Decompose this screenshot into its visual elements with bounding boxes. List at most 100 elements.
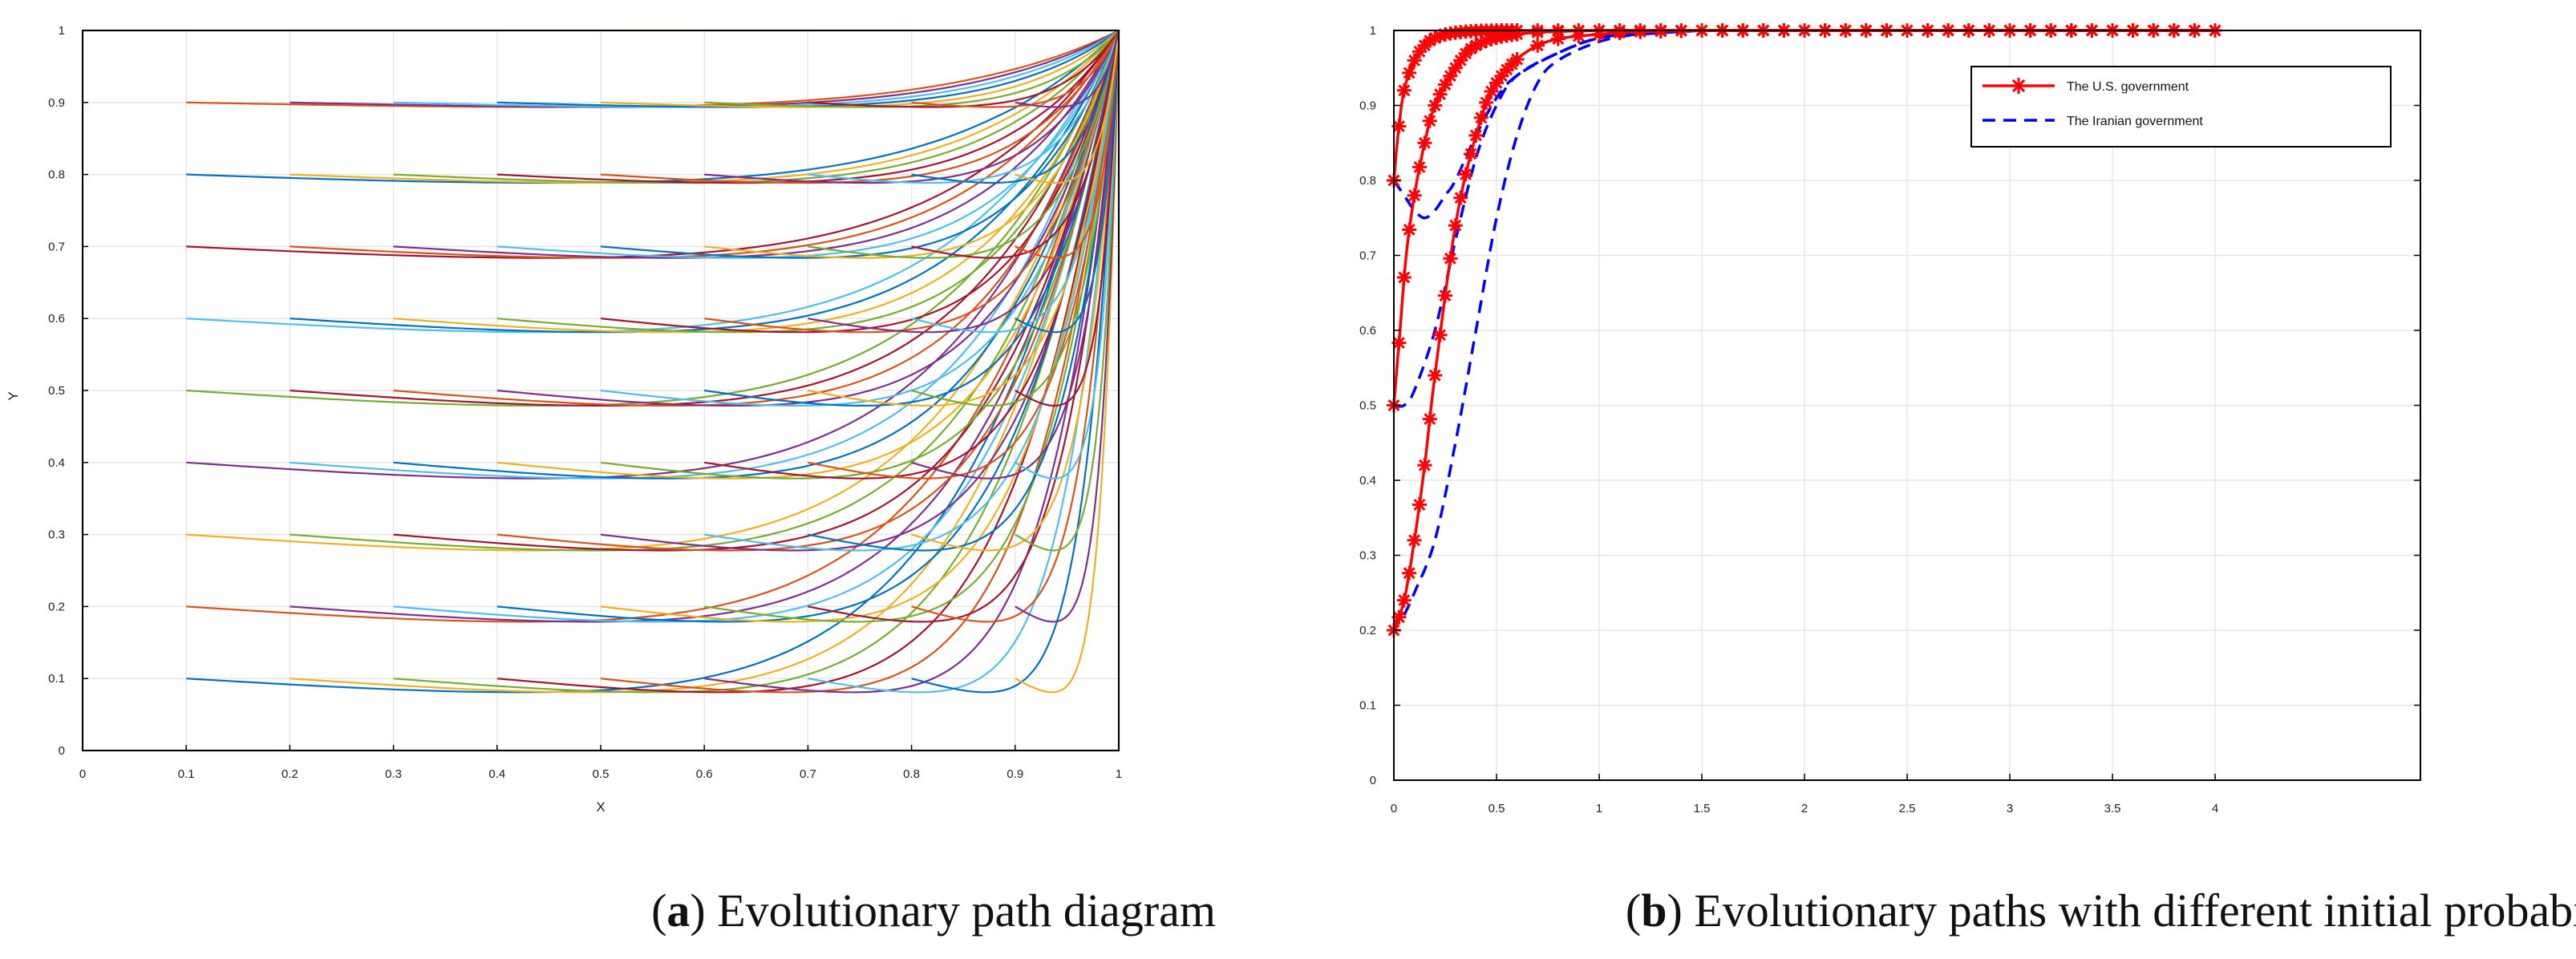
panel-a-trajectory	[911, 30, 1120, 334]
caption-a: (a) Evolutionary path diagram	[651, 884, 1216, 937]
us-government-star-marker	[1458, 167, 1473, 182]
us-government-star-marker	[1391, 335, 1407, 350]
panel-b-x-tick-label: 2.5	[1899, 802, 1916, 815]
panel-b-y-tick-label: 0.9	[1359, 99, 1376, 113]
panel-b-x-tick-label: 3.5	[2104, 802, 2121, 815]
panel-a-trajectory	[496, 30, 1120, 694]
panel-b-y-tick-label: 0.5	[1359, 399, 1376, 413]
us-government-star-marker	[1422, 33, 1437, 48]
panel-a-trajectory	[496, 30, 1120, 552]
legend-box	[1970, 66, 2392, 148]
panel-a-y-tick-label: 0.4	[48, 456, 65, 470]
caption-a-text: Evolutionary path diagram	[706, 884, 1216, 937]
us-government-star-marker	[1438, 77, 1452, 92]
us-government-star-marker	[1468, 127, 1484, 143]
us-government-star-marker	[1432, 87, 1448, 102]
panel-a-trajectory	[290, 30, 1120, 407]
us-government-star-marker	[1489, 75, 1504, 91]
panel-a-trajectory	[1015, 30, 1120, 623]
us-government-star-marker	[1448, 60, 1463, 75]
us-government-star-marker	[1494, 68, 1509, 83]
panel-a-trajectory	[290, 30, 1120, 623]
panel-b-x-tick-label: 3	[2007, 802, 2013, 815]
panel-a-trajectory	[704, 30, 1120, 407]
us-government-star-marker	[1428, 98, 1443, 113]
panel-a-trajectory	[808, 30, 1120, 407]
panel-b-x-tick-label: 0.5	[1488, 802, 1505, 815]
panel-a-y-tick-label: 0.5	[48, 384, 65, 398]
us-government-star-marker	[1402, 565, 1417, 581]
panel-a-trajectory	[1015, 30, 1120, 694]
panel-b-initial-probabilities-chart: 0 0.5 1 1.5 2 2.5 3 3.5 4 0 0.1 0.2 0.3 0.4 0.5 0.6 0.7 0…	[1359, 23, 2421, 815]
panel-a-trajectory	[911, 30, 1120, 694]
panel-a-trajectory	[1015, 30, 1120, 480]
us-government-star-marker	[1432, 28, 1448, 43]
panel-a-trajectory	[600, 30, 1120, 334]
legend-iran-label: The Iranian government	[2067, 115, 2203, 128]
panel-a-trajectory	[1015, 30, 1120, 407]
us-government-star-marker	[1473, 110, 1488, 125]
us-government-star-marker	[1402, 65, 1417, 80]
panel-b-y-tick-label: 1	[1370, 24, 1376, 38]
caption-a-letter: a	[666, 884, 690, 937]
us-government-star-marker	[1428, 368, 1443, 383]
panel-a-trajectory	[911, 30, 1120, 552]
panel-a-trajectory	[600, 30, 1120, 259]
panel-a-trajectory	[496, 30, 1120, 480]
us-government-star-marker	[1428, 30, 1443, 46]
panel-a-y-tick-label: 0.6	[48, 312, 65, 326]
us-government-star-marker	[1448, 218, 1463, 233]
panel-a-trajectory	[186, 30, 1120, 694]
panel-a-trajectory	[704, 30, 1120, 184]
panel-a-trajectory	[600, 30, 1120, 552]
us-government-star-marker	[1391, 609, 1407, 625]
panel-b-y-tick-label: 0	[1370, 774, 1376, 787]
legend-us-star-marker	[2011, 78, 2027, 94]
legend-star-glyph	[2011, 78, 2027, 94]
us-government-star-marker	[1484, 84, 1499, 99]
panel-b-y-tick-label: 0.6	[1359, 324, 1376, 338]
panel-a-x-tick-label: 0.9	[1007, 767, 1023, 781]
panel-a-x-tick-label: 0.8	[903, 767, 920, 781]
panel-a-trajectory	[808, 30, 1120, 480]
panel-b-y-tick-label: 0.8	[1359, 174, 1376, 188]
panel-a-trajectory	[600, 30, 1120, 184]
panel-a-y-tick-label: 1	[59, 24, 65, 38]
us-government-star-marker	[1407, 53, 1422, 68]
panel-a-y-tick-label: 0.7	[48, 240, 65, 253]
panel-a-trajectory	[911, 30, 1120, 108]
panel-b-x-tick-label: 0	[1391, 802, 1397, 815]
panel-b-ticks: 0 0.5 1 1.5 2 2.5 3 3.5 4 0 0.1 0.2 0.3 0.4 0.5 0.6 0.7 0…	[1359, 24, 2420, 815]
panel-a-trajectory	[496, 30, 1120, 407]
panel-b-legend: The U.S. government The Iranian governme…	[1970, 66, 2392, 148]
panel-a-trajectory	[186, 30, 1120, 552]
panel-a-trajectory	[1015, 30, 1120, 552]
us-government-star-marker	[1509, 52, 1525, 67]
us-government-star-marker	[1432, 327, 1448, 342]
panel-a-y-tick-label: 0	[59, 744, 65, 758]
panel-a-x-axis-title: X	[596, 799, 605, 815]
us-government-star-marker	[1407, 532, 1422, 548]
panel-a-trajectory	[290, 30, 1120, 184]
panel-a-trajectory	[393, 30, 1120, 480]
us-government-star-marker	[1422, 113, 1437, 128]
panel-a-trajectory	[393, 30, 1120, 623]
panel-a-trajectory	[704, 30, 1120, 623]
us-government-star-marker	[1412, 497, 1427, 512]
panel-a-trajectory	[393, 30, 1120, 552]
us-government-star-marker	[1422, 411, 1437, 427]
panel-a-y-tick-label: 0.8	[48, 168, 65, 182]
panel-a-x-tick-label: 0.1	[178, 767, 195, 781]
us-government-star-marker	[1443, 68, 1458, 83]
panel-a-trajectory	[808, 30, 1120, 623]
panel-a-trajectory	[704, 30, 1120, 694]
panel-a-trajectory	[186, 30, 1120, 623]
iranian-government-line	[1393, 29, 1703, 408]
us-government-star-marker	[1402, 222, 1417, 237]
panel-a-y-tick-label: 0.2	[48, 600, 65, 613]
panel-a-trajectory	[704, 30, 1120, 259]
panel-a-trajectory	[911, 30, 1120, 407]
panel-a-trajectory	[808, 30, 1120, 552]
us-government-star-marker	[1479, 33, 1494, 48]
panel-a-trajectory	[808, 30, 1120, 694]
